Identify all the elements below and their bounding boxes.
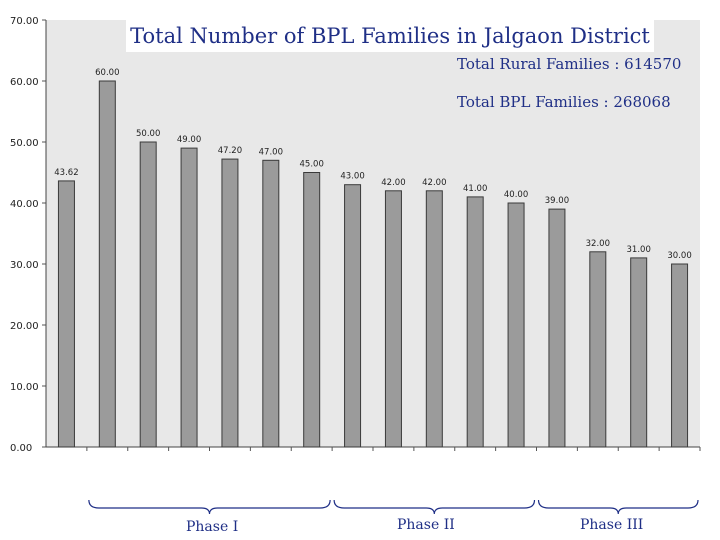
bpl-families-text: Total BPL Families : 268068	[457, 93, 671, 111]
bar-data-label: 39.00	[545, 196, 569, 206]
bar	[630, 257, 648, 448]
bar-data-label: 40.00	[504, 190, 528, 200]
bar	[548, 208, 566, 448]
y-tick-label: 20.00	[10, 321, 39, 332]
bar	[344, 184, 362, 448]
phase-brace	[333, 499, 536, 515]
bar	[98, 80, 116, 448]
bar	[303, 172, 321, 448]
bar	[139, 141, 157, 448]
title-box: Total Number of BPL Families in Jalgaon …	[126, 16, 654, 52]
chart-title: Total Number of BPL Families in Jalgaon …	[130, 24, 650, 48]
rural-families-text: Total Rural Families : 614570	[457, 55, 682, 73]
bar	[221, 158, 239, 448]
bar-data-label: 50.00	[136, 129, 160, 139]
bar-data-label: 30.00	[667, 251, 691, 261]
bar	[180, 147, 198, 448]
bar-data-label: 31.00	[627, 245, 651, 255]
bar-data-label: 43.00	[340, 172, 364, 182]
bar	[507, 202, 525, 448]
bar	[589, 251, 607, 448]
bar-data-label: 45.00	[300, 160, 324, 170]
y-tick-label: 60.00	[10, 77, 39, 88]
y-tick-label: 70.00	[10, 16, 39, 27]
phase-ii-label: Phase II	[397, 517, 455, 533]
y-tick-label: 50.00	[10, 138, 39, 149]
bar	[425, 190, 443, 448]
phase-brace	[537, 499, 699, 515]
y-tick-label: 30.00	[10, 260, 39, 271]
bar	[671, 263, 689, 448]
bar-data-label: 41.00	[463, 184, 487, 194]
bar-data-label: 47.00	[259, 147, 283, 157]
bar	[262, 159, 280, 448]
phase-brace	[88, 499, 331, 515]
bar-data-label: 32.00	[586, 239, 610, 249]
phase-i-label: Phase I	[186, 519, 239, 535]
bar-data-label: 42.00	[381, 178, 405, 188]
bar	[384, 190, 402, 448]
bar	[466, 196, 484, 448]
y-tick-label: 10.00	[10, 382, 39, 393]
y-tick-label: 0.00	[10, 443, 32, 454]
phase-iii-label: Phase III	[580, 517, 644, 533]
bar-data-label: 47.20	[218, 146, 242, 156]
y-tick-label: 40.00	[10, 199, 39, 210]
bar-data-label: 43.62	[54, 168, 78, 178]
bar	[57, 180, 75, 448]
bar-data-label: 60.00	[95, 68, 119, 78]
bar-data-label: 49.00	[177, 135, 201, 145]
bar-data-label: 42.00	[422, 178, 446, 188]
